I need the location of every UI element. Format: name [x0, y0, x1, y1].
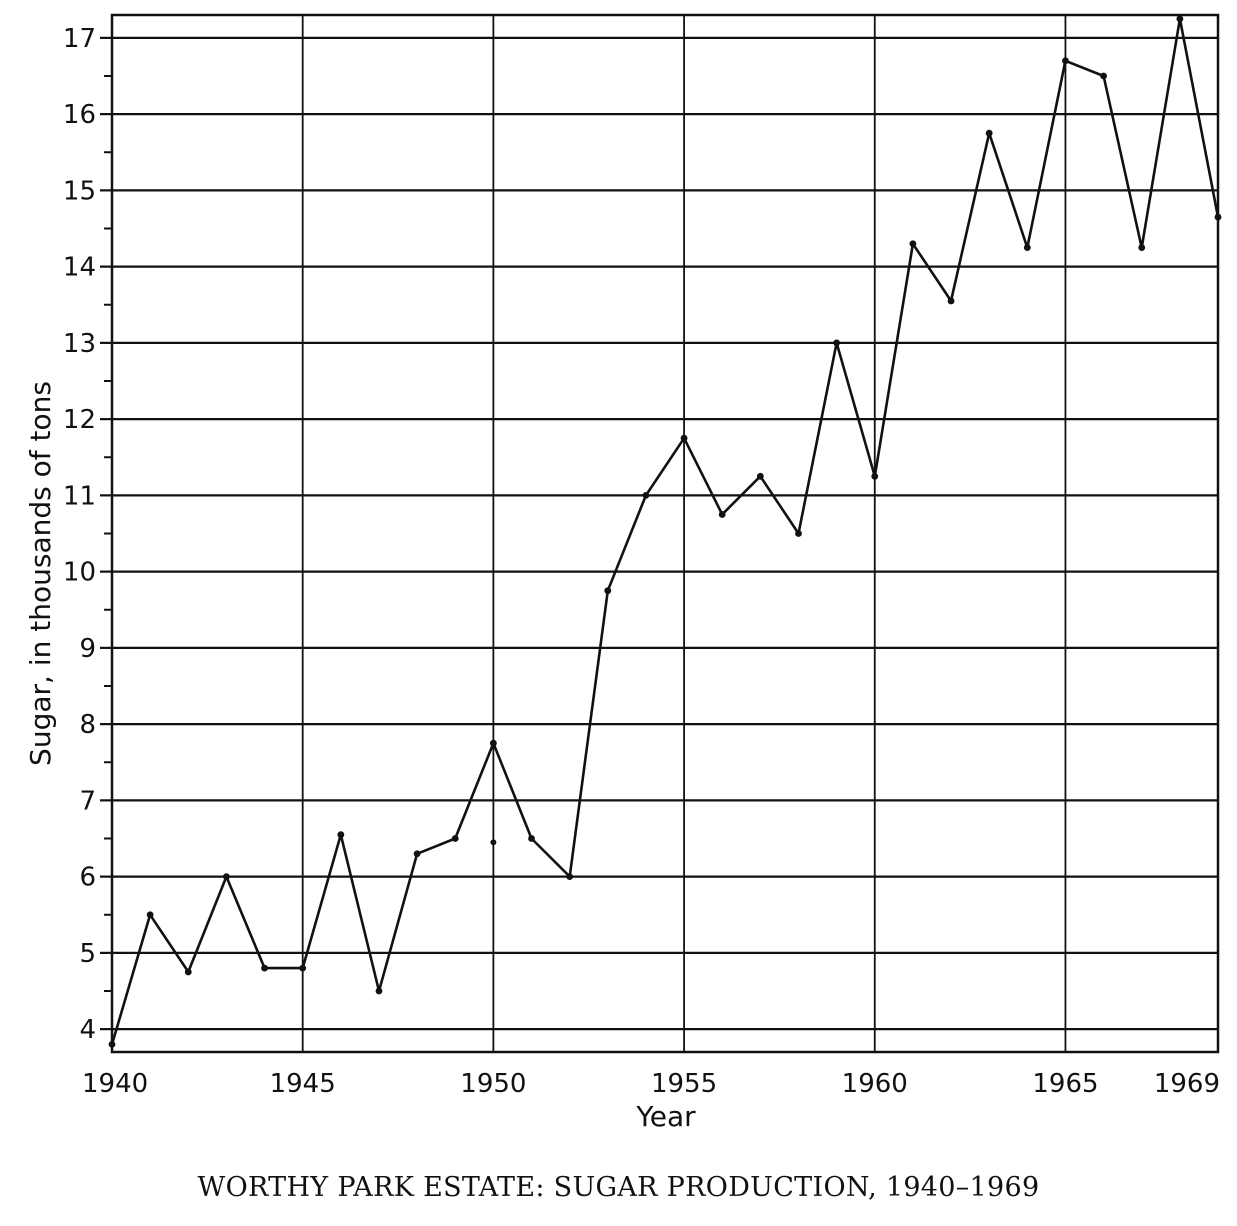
data-point — [375, 987, 383, 995]
figure-caption: WORTHY PARK ESTATE: SUGAR PRODUCTION, 19… — [197, 1172, 1040, 1203]
data-point — [718, 511, 726, 518]
data-point — [756, 472, 764, 480]
data-point — [947, 297, 955, 305]
data-point — [184, 968, 192, 976]
x-tick-label: 1945 — [270, 1069, 336, 1099]
y-tick-label: 11 — [63, 481, 96, 511]
data-point — [489, 739, 497, 747]
x-tick-label: 1965 — [1032, 1069, 1098, 1099]
data-point — [833, 339, 841, 347]
data-point — [223, 873, 230, 881]
data-point — [1176, 15, 1184, 23]
data-point — [566, 873, 574, 881]
data-point — [146, 911, 154, 919]
isolated-data-point — [490, 839, 497, 846]
data-point — [1138, 244, 1146, 251]
grid-lines — [111, 15, 1219, 1052]
x-tick-labels: 1940 1945 1950 1955 1960 1965 1969 — [82, 1069, 1220, 1099]
data-point — [451, 835, 459, 842]
y-tick-label: 12 — [63, 405, 96, 435]
y-tick-label: 8 — [79, 710, 96, 740]
data-point — [642, 491, 650, 499]
data-point — [413, 850, 421, 858]
y-tick-label: 17 — [63, 24, 96, 54]
y-tick-label: 13 — [63, 329, 96, 359]
y-tick-labels: 4 5 6 7 8 9 10 11 12 13 14 15 16 17 — [63, 24, 112, 1045]
y-tick-label: 6 — [79, 863, 96, 893]
y-minor-ticks — [104, 75, 112, 992]
data-series — [108, 15, 1222, 1048]
y-tick-label: 9 — [79, 634, 96, 664]
x-tick-label: 1940 — [82, 1069, 148, 1099]
x-tick-label: 1950 — [460, 1069, 526, 1099]
x-tick-label: 1969 — [1154, 1069, 1220, 1099]
data-point — [795, 530, 802, 537]
x-tick-label: 1960 — [842, 1069, 908, 1099]
x-axis-title: Year — [635, 1100, 696, 1133]
y-tick-label: 7 — [79, 786, 96, 816]
data-point — [680, 434, 688, 442]
data-point — [909, 240, 917, 248]
y-tick-label: 5 — [79, 939, 96, 969]
series-line — [110, 17, 1220, 1045]
data-point — [985, 129, 993, 137]
data-point — [604, 587, 612, 595]
y-tick-label: 15 — [63, 176, 96, 206]
y-tick-label: 10 — [63, 558, 96, 588]
y-tick-label: 16 — [63, 100, 96, 130]
data-point — [528, 835, 535, 842]
data-point — [1023, 244, 1031, 251]
y-axis-title: Sugar, in thousands of tons — [24, 381, 57, 766]
data-point — [337, 831, 345, 839]
plot-frame — [110, 13, 1220, 1054]
data-point — [1214, 213, 1222, 221]
x-tick-label: 1955 — [651, 1069, 717, 1099]
data-point — [871, 472, 879, 480]
y-tick-label: 4 — [79, 1015, 96, 1045]
data-point — [299, 964, 307, 972]
data-point — [1100, 72, 1107, 80]
data-point — [261, 964, 268, 972]
data-point — [1062, 57, 1069, 65]
data-point — [108, 1040, 116, 1048]
y-tick-label: 14 — [63, 253, 96, 283]
